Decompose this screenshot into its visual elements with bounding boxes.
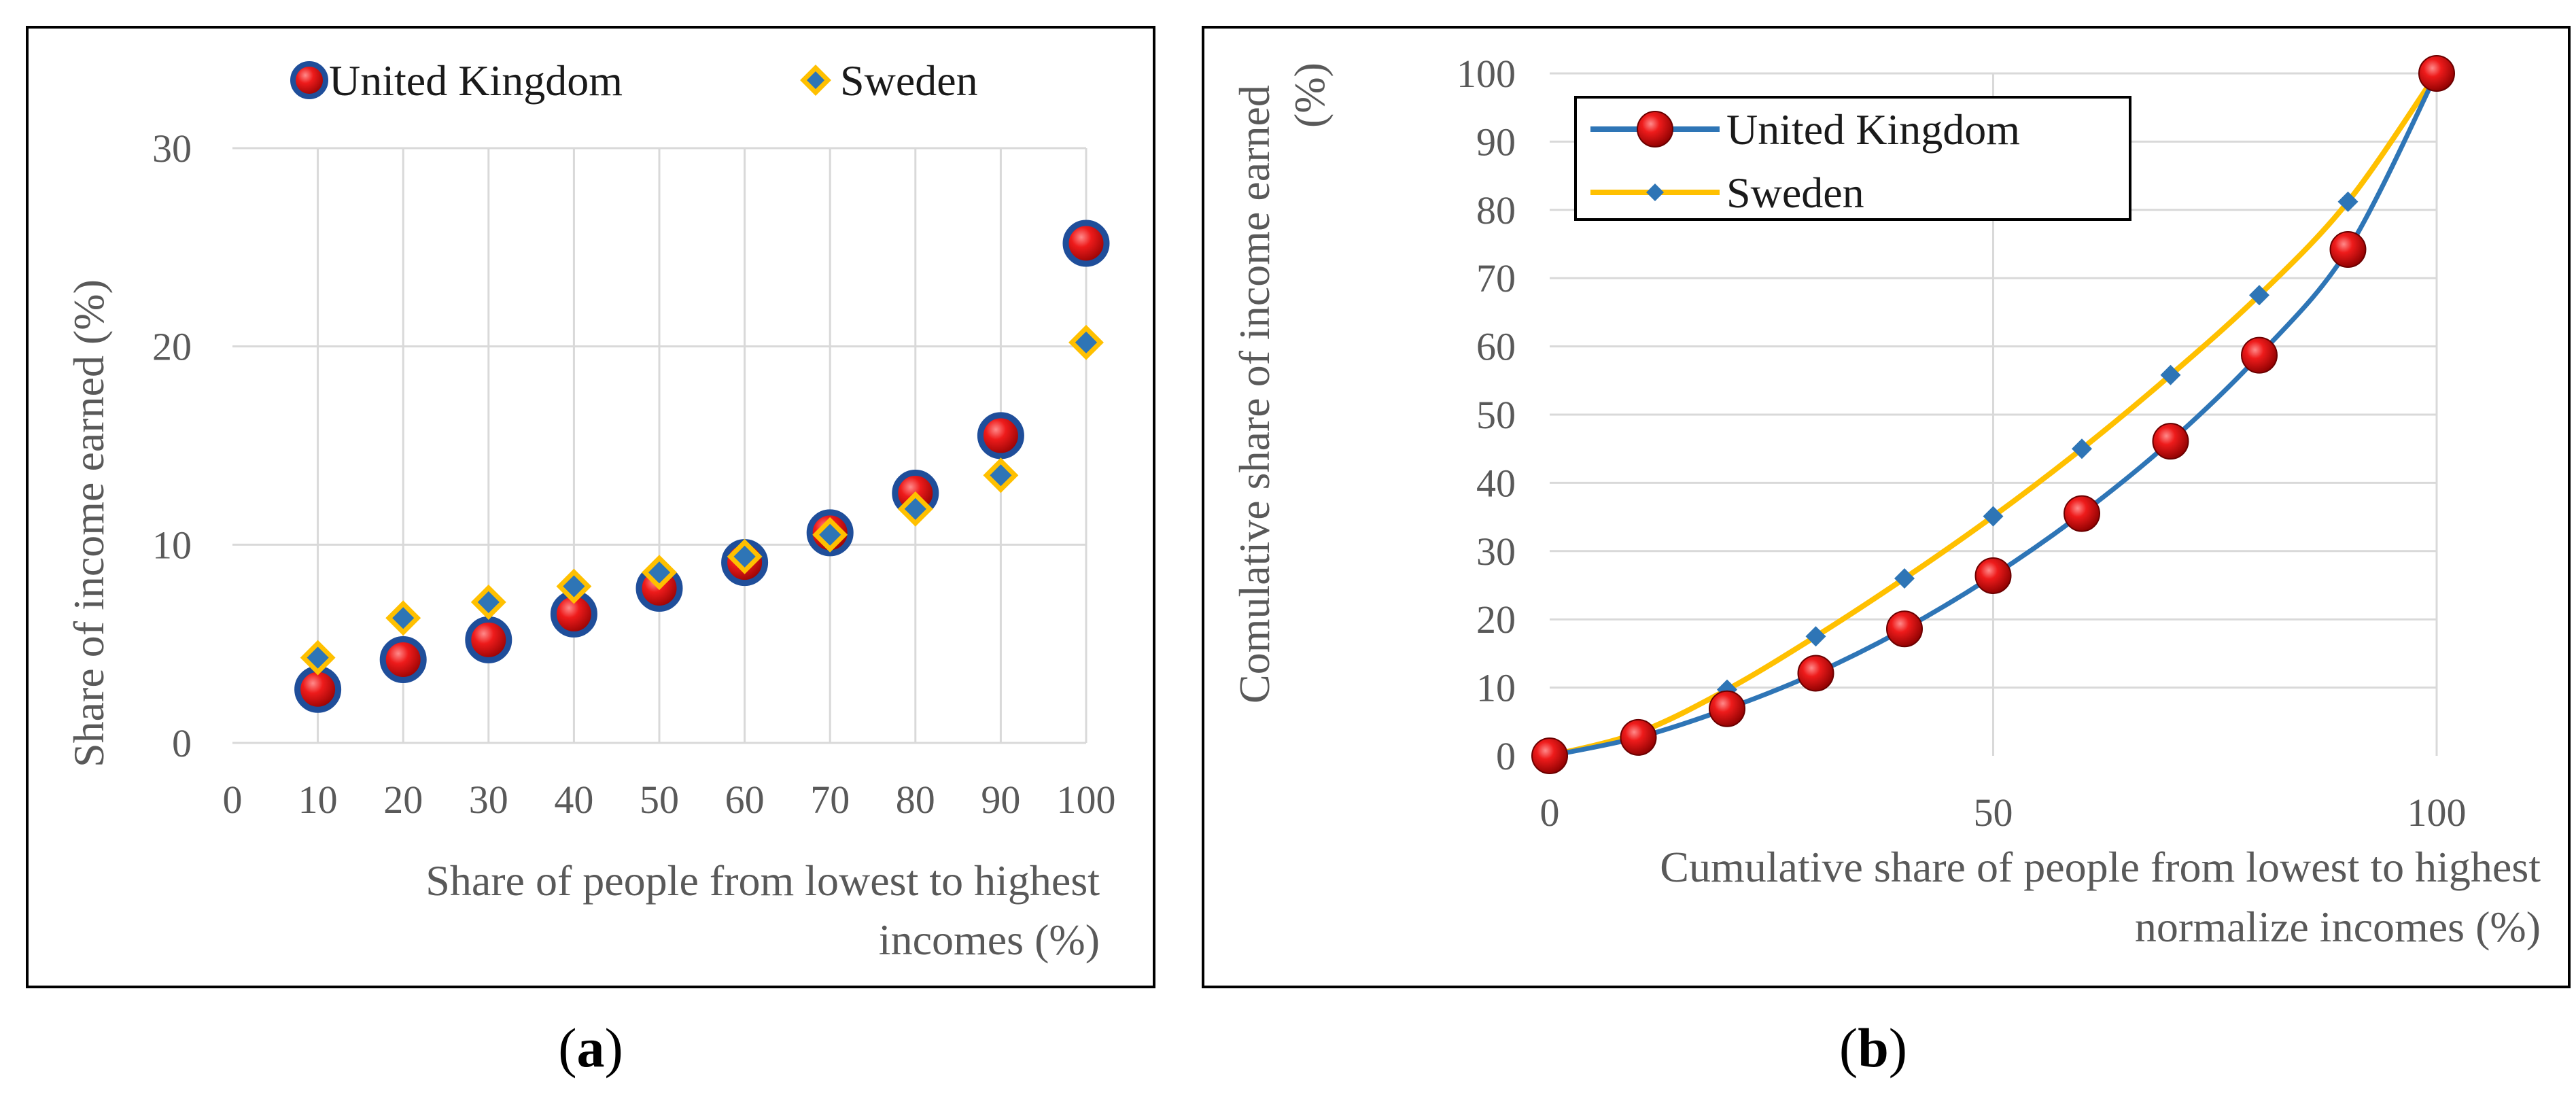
sweden-data-point — [812, 517, 848, 553]
panel-a-frame — [26, 26, 1155, 988]
panel-a-x-tick-label: 10 — [298, 778, 338, 822]
panel-b-data-points — [1531, 55, 2455, 774]
sweden-data-point — [1983, 506, 2004, 527]
panel-a-x-tick-label: 80 — [896, 778, 935, 822]
uk-data-point — [1886, 610, 1923, 648]
panel-b-x-axis-title-line2: normalize incomes (%) — [2135, 903, 2541, 951]
panel-a-x-axis-title-line2: incomes (%) — [879, 916, 1100, 964]
panel-a-x-axis-title-line1: Share of people from lowest to highest — [425, 856, 1100, 905]
panel-b-y-axis-title-line1: Comulative share of income earned — [1230, 85, 1278, 703]
sweden-data-point — [2337, 191, 2359, 212]
legend-sweden-diamond-marker — [1646, 184, 1664, 201]
uk-data-point — [1062, 220, 1110, 267]
panel-b-y-tick-label: 30 — [1476, 529, 1516, 574]
uk-data-point — [2418, 55, 2455, 92]
legend-uk-sphere-marker — [1637, 111, 1673, 147]
panel-b-y-tick-label: 10 — [1476, 666, 1516, 710]
panel-b: 0 10 20 30 40 50 60 70 80 90 100 0 50 100 Comulative… — [1202, 26, 2571, 988]
uk-data-point — [977, 412, 1024, 459]
panel-a-gridlines — [232, 147, 1087, 744]
panel-b-y-tick-labels: 0 10 20 30 40 50 60 70 80 90 100 — [1457, 52, 1516, 778]
panel-a-y-tick-label: 20 — [152, 325, 192, 369]
uk-data-point — [2152, 423, 2189, 460]
panel-b-y-tick-label: 100 — [1457, 52, 1516, 96]
panel-b-y-tick-label: 80 — [1476, 188, 1516, 232]
uk-data-point — [1974, 557, 2012, 594]
uk-data-point — [2241, 336, 2278, 374]
panel-b-x-tick-label: 0 — [1540, 790, 1560, 835]
sweden-series-line — [1548, 71, 2439, 759]
sweden-data-point — [983, 457, 1019, 493]
uk-data-point — [1709, 690, 1745, 727]
panel-a-x-tick-label: 90 — [981, 778, 1020, 822]
uk-data-point — [1620, 718, 1657, 756]
panel-a-y-tick-labels: 0 10 20 30 — [152, 126, 192, 765]
panel-b-y-tick-label: 90 — [1476, 120, 1516, 164]
sweden-data-point — [1068, 324, 1104, 360]
panel-b-y-tick-label: 0 — [1496, 734, 1516, 778]
panel-b-x-tick-labels: 0 50 100 — [1540, 790, 2467, 835]
uk-data-point — [1797, 655, 1834, 692]
legend-sweden-diamond-marker — [800, 65, 831, 96]
panel-b-x-tick-label: 50 — [1974, 790, 2013, 835]
sweden-data-point — [470, 584, 506, 620]
panel-a-y-tick-label: 0 — [172, 721, 192, 765]
panel-a-x-tick-labels: 0 10 20 30 40 50 60 70 80 90 100 — [223, 778, 1116, 822]
sweden-data-point — [642, 555, 677, 591]
legend-sweden-label: Sweden — [1726, 169, 1864, 217]
legend-uk-label: United Kingdom — [1726, 105, 2020, 154]
uk-data-point — [465, 616, 512, 663]
panel-b-y-tick-label: 20 — [1476, 597, 1516, 642]
panel-a-x-tick-label: 50 — [640, 778, 679, 822]
panel-a-x-tick-label: 100 — [1057, 778, 1116, 822]
sweden-data-point — [2072, 438, 2092, 459]
panel-a-y-axis-title: Share of income earned (%) — [65, 279, 113, 767]
panel-a-y-tick-label: 10 — [152, 523, 192, 567]
panel-a: 0 10 20 30 0 10 20 30 40 50 60 70 80 90 100 Share of … — [26, 26, 1155, 988]
uk-data-point — [379, 636, 427, 683]
panel-a-y-tick-label: 30 — [152, 126, 192, 171]
legend-uk-sphere-marker — [290, 61, 328, 99]
panel-b-y-tick-label: 50 — [1476, 393, 1516, 437]
panel-b-x-tick-label: 100 — [2407, 790, 2467, 835]
panel-a-legend: United Kingdom Sweden — [290, 56, 978, 105]
legend-uk-label: United Kingdom — [329, 56, 623, 105]
panel-a-x-tick-label: 20 — [383, 778, 423, 822]
uk-data-point — [1531, 737, 1568, 774]
panel-a-x-tick-label: 60 — [725, 778, 765, 822]
sweden-data-point — [2249, 285, 2269, 306]
panel-a-x-tick-label: 0 — [223, 778, 243, 822]
panel-b-x-axis-title-line1: Cumulative share of people from lowest t… — [1660, 843, 2541, 891]
caption-b: (b) — [1839, 1017, 1907, 1079]
panel-b-y-axis-title-line2: (%) — [1285, 63, 1334, 128]
sweden-data-point — [1805, 626, 1826, 647]
panel-b-legend: United Kingdom Sweden — [1574, 96, 2131, 221]
panel-a-x-tick-label: 40 — [554, 778, 593, 822]
sweden-data-point — [727, 538, 763, 574]
sweden-data-point — [556, 568, 592, 604]
panel-b-y-tick-label: 60 — [1476, 325, 1516, 369]
sweden-data-point — [897, 491, 933, 527]
sweden-data-point — [385, 600, 421, 636]
sweden-data-point — [1717, 679, 1737, 700]
panel-b-y-tick-label: 40 — [1476, 461, 1516, 505]
legend-sweden-label: Sweden — [840, 56, 978, 105]
sweden-data-point — [300, 640, 336, 676]
panel-a-x-tick-label: 70 — [810, 778, 850, 822]
panel-a-data-points — [294, 220, 1110, 713]
sweden-data-point — [2160, 364, 2181, 385]
panel-b-y-tick-label: 70 — [1476, 256, 1516, 300]
panel-a-x-tick-label: 30 — [469, 778, 508, 822]
sweden-data-point — [1894, 568, 1915, 589]
uk-data-point — [2329, 231, 2367, 268]
caption-a: (a) — [558, 1017, 623, 1079]
uk-data-point — [2064, 495, 2100, 532]
